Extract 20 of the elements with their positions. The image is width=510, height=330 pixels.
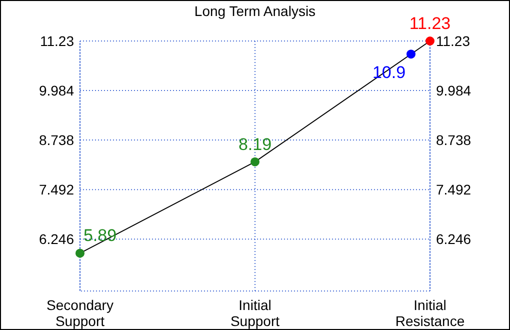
data-label: 5.89 <box>83 226 117 246</box>
x-tick-label: Initial Support <box>230 297 280 329</box>
y2-tick-label: 6.246 <box>436 231 472 248</box>
point <box>426 36 434 46</box>
y-tick-label: 9.984 <box>38 82 74 99</box>
point <box>250 157 260 166</box>
x-tick-label: Secondary Support <box>46 297 114 329</box>
y2-tick-label: 7.492 <box>436 182 472 198</box>
point <box>76 248 84 258</box>
y2-tick-label: 11.23 <box>436 33 470 49</box>
y-tick-label: 6.246 <box>38 231 74 248</box>
data-label: 8.19 <box>238 134 272 154</box>
y-tick-label: 8.738 <box>38 132 74 148</box>
y2-tick-label: 9.984 <box>436 82 472 99</box>
x-tick-label: Initial Resistance <box>395 297 465 329</box>
y-tick-label: 7.492 <box>38 182 74 198</box>
y2-tick-label: 8.738 <box>436 132 472 148</box>
y-tick-label: 11.23 <box>40 33 74 49</box>
data-label: 11.23 <box>409 14 451 33</box>
chart-title: Long Term Analysis <box>194 3 316 19</box>
